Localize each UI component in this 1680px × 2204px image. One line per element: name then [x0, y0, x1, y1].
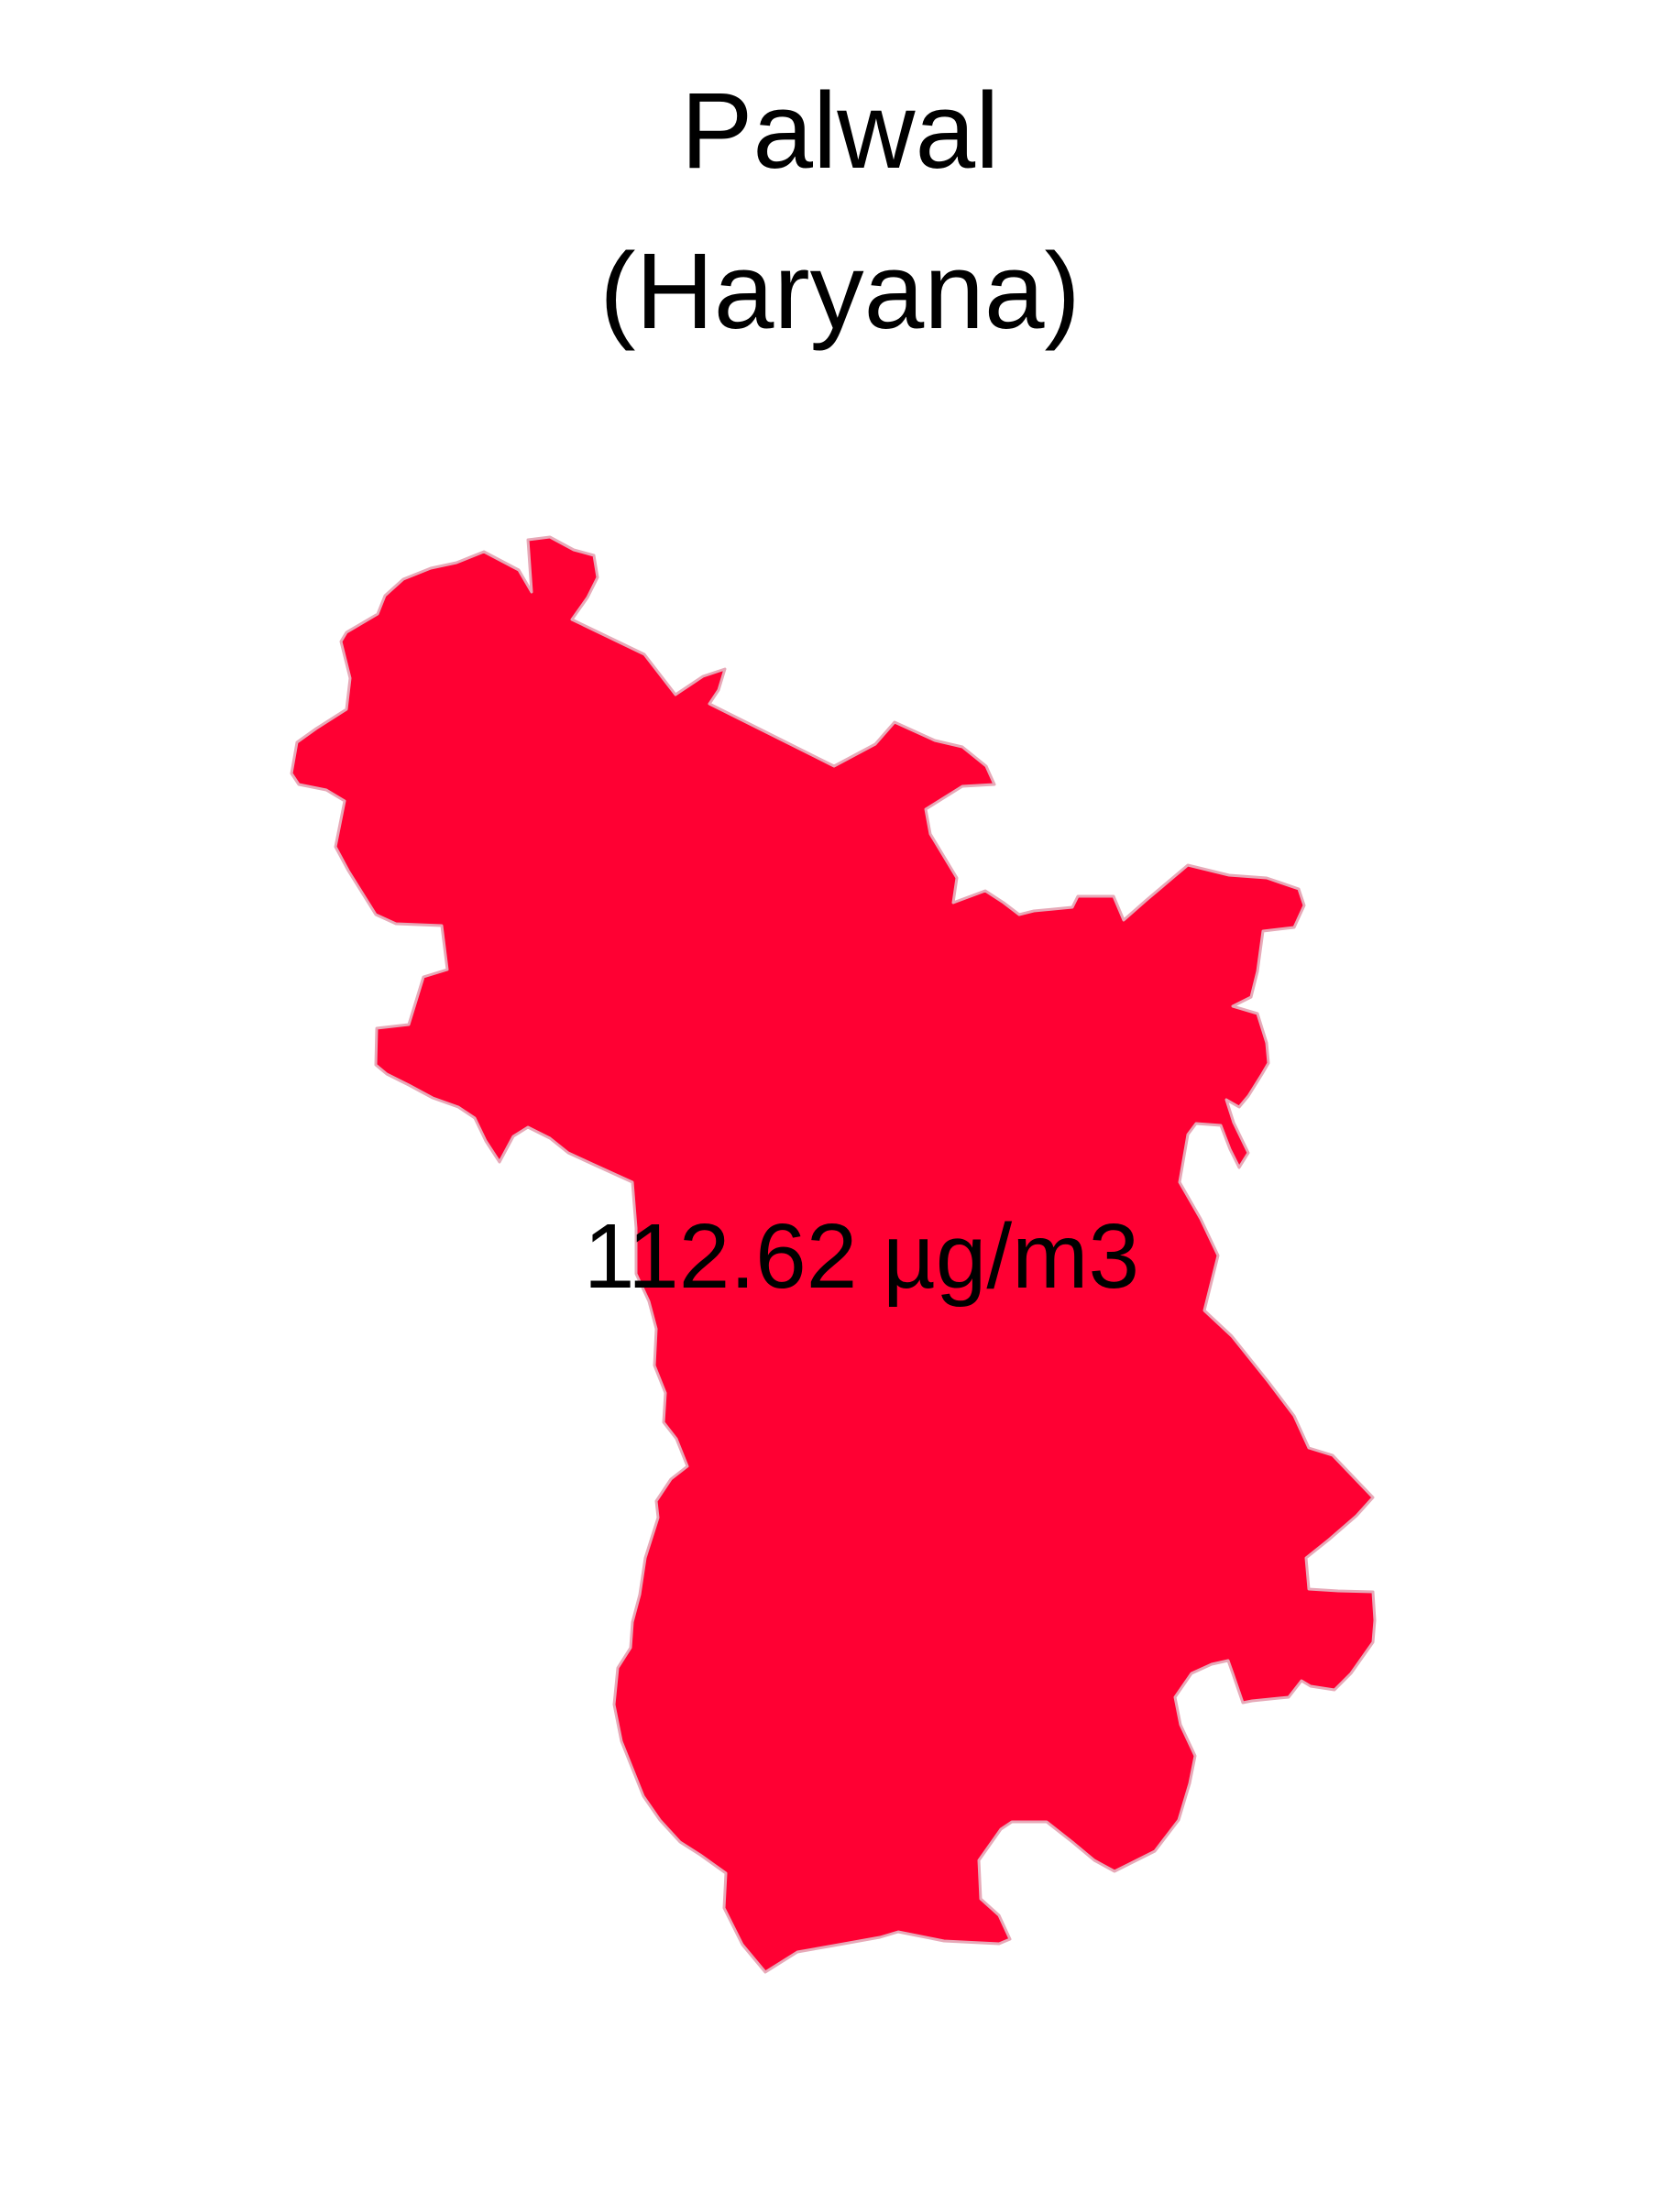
map-title-district: Palwal — [680, 71, 1000, 192]
district-value-label: 112.62 µg/m3 — [583, 1205, 1140, 1308]
map-title-state: (Haryana) — [599, 231, 1081, 352]
district-boundary-shape — [290, 535, 1377, 1974]
